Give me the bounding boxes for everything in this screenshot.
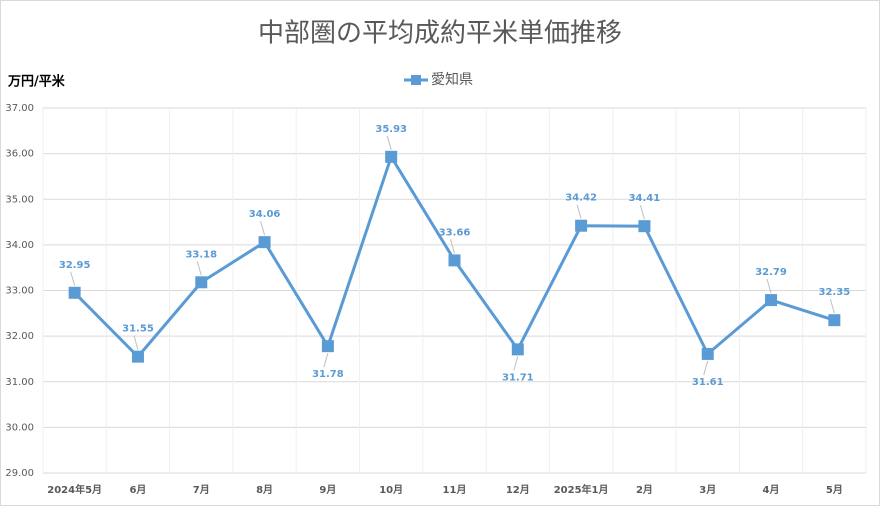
- y-tick-label: 34.00: [5, 240, 34, 251]
- data-point: [701, 347, 714, 360]
- x-tick-label: 7月: [193, 484, 210, 496]
- x-tick-label: 2月: [636, 484, 653, 496]
- y-tick-label: 31.00: [5, 377, 34, 388]
- data-label: 32.79: [755, 267, 787, 278]
- data-label: 31.61: [692, 377, 724, 388]
- data-label: 34.41: [629, 193, 661, 204]
- data-label: 34.42: [565, 193, 597, 204]
- data-label: 32.95: [59, 260, 91, 271]
- y-tick-label: 35.00: [5, 194, 34, 205]
- x-tick-label: 9月: [319, 484, 336, 496]
- data-point: [195, 276, 208, 289]
- x-tick-label: 10月: [379, 484, 403, 496]
- leader-line: [829, 299, 835, 314]
- chart-title: 中部圏の平均成約平米単価推移: [258, 19, 622, 49]
- data-label: 32.35: [819, 287, 851, 298]
- data-point: [448, 254, 461, 267]
- data-point: [575, 219, 588, 232]
- y-tick-label: 36.00: [5, 149, 34, 160]
- leader-line: [196, 261, 202, 276]
- data-point: [511, 343, 524, 356]
- leader-line: [323, 353, 329, 368]
- data-label: 35.93: [375, 124, 407, 135]
- leader-line: [260, 221, 266, 236]
- leader-line: [766, 278, 772, 294]
- y-tick-label: 29.00: [5, 468, 34, 479]
- leader-line: [70, 271, 76, 286]
- data-label: 33.66: [439, 227, 471, 238]
- data-point: [828, 314, 841, 327]
- leader-line: [576, 204, 582, 219]
- legend-marker: [411, 75, 421, 85]
- y-tick-label: 37.00: [5, 103, 34, 114]
- data-label: 31.71: [502, 372, 534, 383]
- data-point: [258, 236, 271, 249]
- x-tick-label: 6月: [129, 484, 146, 496]
- leader-line: [450, 239, 455, 254]
- y-tick-label: 32.00: [5, 331, 34, 342]
- data-point: [765, 294, 778, 307]
- data-label: 33.18: [185, 249, 217, 260]
- x-tick-label: 4月: [763, 484, 780, 496]
- data-point: [321, 340, 334, 353]
- x-tick-label: 8月: [256, 484, 273, 496]
- data-label: 31.55: [122, 324, 154, 335]
- legend-label: 愛知県: [431, 71, 473, 88]
- leader-line: [133, 335, 139, 350]
- x-tick-label: 3月: [699, 484, 716, 496]
- y-axis-label: 万円/平米: [7, 74, 66, 90]
- y-tick-label: 30.00: [5, 422, 34, 433]
- y-tick-label: 33.00: [5, 286, 34, 297]
- x-tick-label: 12月: [506, 484, 530, 496]
- leader-line: [639, 205, 645, 220]
- leader-line: [386, 135, 392, 150]
- x-tick-label: 2024年5月: [47, 483, 102, 496]
- data-point: [131, 350, 144, 363]
- data-label: 31.78: [312, 369, 344, 380]
- data-label: 34.06: [249, 209, 281, 220]
- leader-line: [513, 356, 519, 371]
- data-point: [385, 150, 398, 163]
- data-point: [638, 220, 651, 233]
- data-point: [68, 286, 81, 299]
- leader-line: [703, 360, 709, 376]
- x-tick-label: 5月: [826, 484, 843, 496]
- x-tick-label: 2025年1月: [554, 483, 609, 496]
- x-tick-label: 11月: [443, 484, 467, 496]
